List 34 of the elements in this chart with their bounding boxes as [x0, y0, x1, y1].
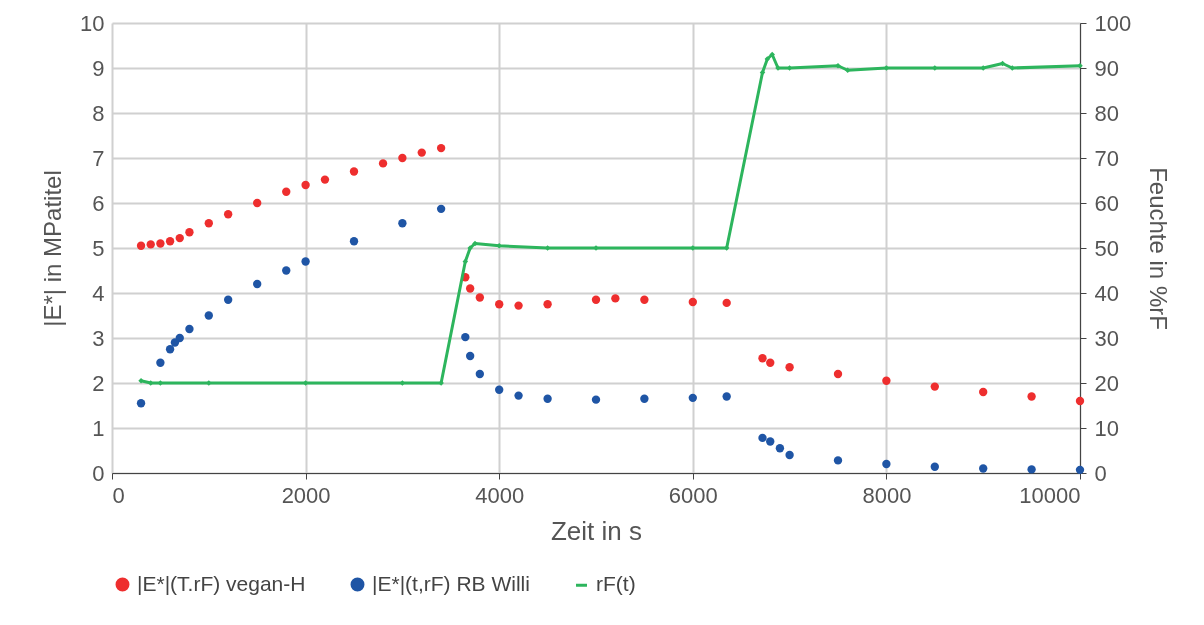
- legend-label: |E*|(T.rF) vegan-H: [137, 571, 306, 595]
- y-tick-label: 1: [92, 415, 105, 441]
- y-axis-title: |E*| in MPatitel: [39, 170, 67, 327]
- y-tick-label: 5: [92, 235, 105, 261]
- legend-label: |E*|(t,rF) RB Willi: [372, 571, 530, 595]
- y2-tick-label: 90: [1094, 55, 1119, 81]
- y-tick-label: 10: [80, 10, 105, 36]
- y2-tick-label: 70: [1094, 145, 1119, 171]
- y2-tick-label: 30: [1094, 325, 1119, 351]
- y-tick-label: 3: [92, 325, 105, 351]
- y2-tick-label: 100: [1094, 10, 1132, 36]
- y-tick-label: 6: [92, 190, 105, 216]
- y-tick-label: 7: [92, 145, 105, 171]
- y-tick-label: 4: [92, 280, 105, 306]
- x-tick-label: 10000: [1019, 482, 1081, 508]
- y-tick-label: 8: [92, 100, 105, 126]
- legend-label: rF(t): [596, 572, 636, 596]
- y2-tick-label: 20: [1094, 370, 1119, 396]
- x-tick-label: 2000: [281, 482, 331, 508]
- y2-tick-label: 40: [1094, 280, 1119, 306]
- y2-tick-label: 80: [1094, 100, 1119, 126]
- x-tick-label: 8000: [862, 482, 912, 508]
- y2-axis-title: Feuchte in %rF: [1145, 167, 1173, 330]
- y2-tick-label: 50: [1094, 235, 1119, 261]
- x-tick-label: 0: [112, 482, 125, 508]
- y2-tick-label: 60: [1094, 190, 1119, 216]
- y-tick-label: 0: [92, 460, 105, 486]
- x-tick-label: 6000: [668, 482, 718, 508]
- y-tick-label: 9: [92, 55, 105, 81]
- y2-tick-label: 0: [1094, 460, 1107, 486]
- x-tick-label: 4000: [475, 482, 525, 508]
- y2-tick-label: 10: [1094, 415, 1119, 441]
- x-axis-title: Zeit in s: [550, 515, 643, 546]
- y-tick-label: 2: [92, 370, 105, 396]
